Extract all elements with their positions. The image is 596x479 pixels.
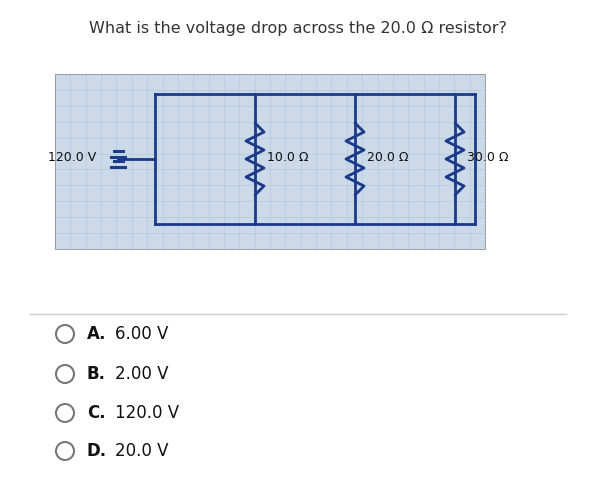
Text: 10.0 Ω: 10.0 Ω <box>267 150 309 163</box>
Text: 120.0 V: 120.0 V <box>115 404 179 422</box>
Bar <box>55 74 485 249</box>
Text: A.: A. <box>87 325 107 343</box>
Text: B.: B. <box>87 365 106 383</box>
Text: 30.0 Ω: 30.0 Ω <box>467 150 508 163</box>
Text: 6.00 V: 6.00 V <box>115 325 169 343</box>
Text: 20.0 V: 20.0 V <box>115 442 169 460</box>
Text: D.: D. <box>87 442 107 460</box>
Text: 120.0 V: 120.0 V <box>48 150 96 163</box>
Text: 2.00 V: 2.00 V <box>115 365 169 383</box>
Text: What is the voltage drop across the 20.0 Ω resistor?: What is the voltage drop across the 20.0… <box>89 21 507 36</box>
Text: 20.0 Ω: 20.0 Ω <box>367 150 408 163</box>
Text: C.: C. <box>87 404 105 422</box>
Bar <box>55 74 485 249</box>
